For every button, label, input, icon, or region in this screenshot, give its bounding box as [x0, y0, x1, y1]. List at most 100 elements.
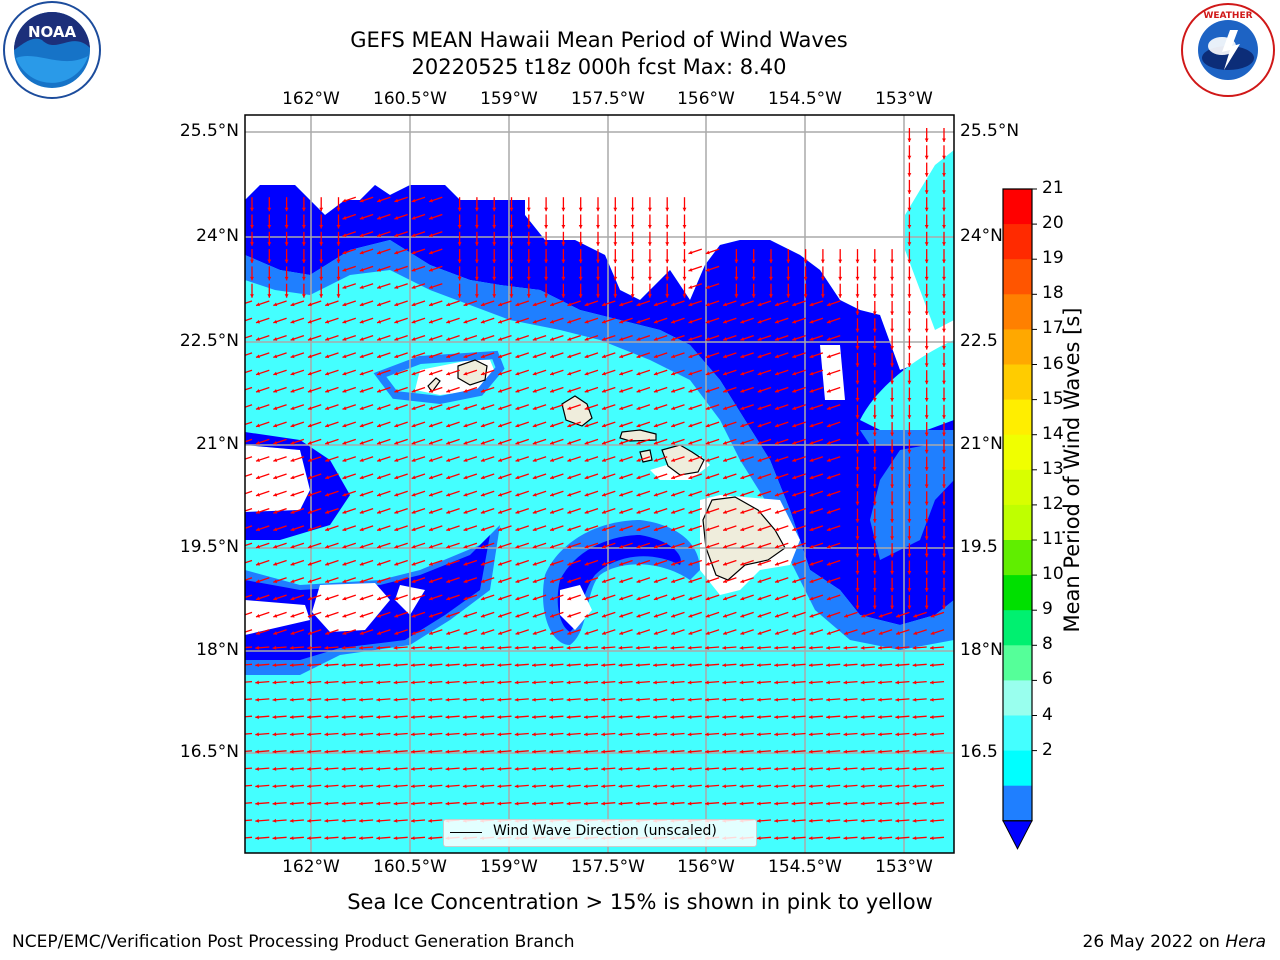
wind-wave-arrowhead [601, 784, 605, 789]
wind-wave-arrowhead [429, 267, 433, 272]
wind-wave-arrowhead [394, 631, 399, 635]
wind-wave-arrowhead [808, 732, 813, 737]
wind-wave-arrowhead [601, 732, 605, 737]
wind-wave-arrowhead [826, 613, 831, 618]
wind-wave-arrowhead [601, 680, 605, 685]
wind-wave-arrowhead [307, 801, 311, 806]
wind-wave-arrowhead [411, 784, 415, 789]
wind-wave-arrowhead [532, 406, 537, 410]
wind-wave-arrowhead [497, 663, 502, 668]
wind-wave-arrow [245, 663, 253, 666]
wind-wave-arrowhead [671, 423, 676, 428]
wind-wave-arrowhead [792, 596, 797, 601]
wind-wave-arrowhead [602, 510, 606, 514]
wind-wave-arrowhead [492, 294, 497, 298]
wind-wave-arrowhead [239, 562, 243, 566]
wind-wave-arrowhead [359, 250, 364, 255]
wind-wave-arrowhead [336, 224, 341, 229]
wind-wave-arrowhead [566, 663, 571, 668]
wind-wave-arrowhead [924, 311, 929, 315]
wind-wave-arrowhead [239, 614, 243, 618]
wind-wave-arrowhead [341, 697, 346, 702]
wind-wave-arrowhead [509, 242, 514, 246]
wind-wave-arrowhead [336, 259, 341, 264]
wind-wave-arrowhead [844, 613, 849, 618]
wind-wave-arrowhead [526, 242, 531, 246]
lon-tick-label-bottom: 157.5°W [571, 857, 645, 877]
wind-wave-arrowhead [584, 697, 588, 702]
wind-wave-arrowhead [446, 631, 451, 635]
wind-wave-arrowhead [411, 458, 416, 462]
wind-wave-arrowhead [290, 544, 295, 549]
wind-wave-arrowhead [429, 492, 433, 497]
wind-wave-arrowhead [411, 492, 416, 497]
wind-wave-arrowhead [480, 749, 484, 754]
wind-wave-arrowhead [653, 767, 657, 771]
wind-wave-arrowhead [550, 337, 555, 341]
wind-wave-arrowhead [239, 527, 243, 531]
wind-wave-arrowhead [514, 663, 519, 668]
wind-wave-arrowhead [734, 276, 739, 281]
wind-wave-arrowhead [307, 440, 312, 445]
wind-wave-arrowhead [411, 371, 416, 376]
wind-wave-arrowhead [687, 697, 692, 702]
wind-wave-arrowhead [653, 596, 658, 601]
wind-wave-arrowhead [359, 440, 364, 445]
wind-wave-arrowhead [284, 207, 289, 212]
wind-wave-arrowhead [636, 440, 641, 445]
wind-wave-arrowhead [705, 527, 710, 532]
wind-wave-arrowhead [826, 596, 831, 601]
wind-wave-arrowhead [578, 242, 583, 246]
wind-wave-arrowhead [843, 818, 848, 823]
wind-wave-arrowhead [705, 749, 709, 754]
wind-wave-arrowhead [930, 818, 934, 823]
wind-wave-arrowhead [890, 259, 895, 264]
wind-wave-arrowhead [792, 631, 797, 635]
wind-wave-arrowhead [942, 328, 946, 333]
wind-wave-arrowhead [273, 510, 278, 514]
wind-wave-arrowhead [342, 492, 347, 497]
wind-wave-arrowhead [307, 579, 312, 583]
wind-wave-arrowhead [256, 527, 260, 532]
wind-wave-arrowhead [515, 562, 520, 566]
wind-wave-arrowhead [532, 784, 536, 789]
wind-wave-arrowhead [942, 467, 946, 471]
wind-wave-arrowhead [665, 242, 670, 246]
wind-wave-arrowhead [907, 294, 912, 298]
wind-wave-arrowhead [463, 440, 468, 445]
wind-wave-arrowhead [791, 645, 796, 650]
wind-wave-arrowhead [394, 423, 399, 428]
wind-wave-arrowhead [463, 354, 468, 359]
wind-wave-arrowhead [820, 259, 825, 264]
wind-wave-arrowhead [377, 371, 382, 376]
wind-wave-arrowhead [549, 645, 554, 650]
wind-wave-arrowhead [446, 302, 451, 307]
wind-wave-arrowhead [890, 484, 895, 488]
wind-wave-arrowhead [688, 458, 693, 462]
wind-wave-arrowhead [671, 527, 676, 532]
wind-wave-arrowhead [942, 588, 946, 592]
wind-wave-arrowhead [855, 259, 860, 264]
wind-wave-arrowhead [619, 319, 624, 324]
wind-wave-arrowhead [647, 207, 652, 212]
wind-wave-arrowhead [792, 319, 797, 324]
wind-wave-arrowhead [682, 259, 687, 264]
wind-wave-arrowhead [740, 337, 745, 341]
wind-wave-arrowhead [549, 697, 554, 702]
wind-wave-arrowhead [446, 458, 451, 462]
wind-wave-arrowhead [377, 389, 382, 393]
wind-wave-arrowhead [480, 579, 485, 583]
wind-wave-arrowhead [912, 680, 917, 685]
wind-wave-arrowhead [705, 492, 710, 497]
wind-wave-arrowhead [341, 715, 346, 719]
wind-wave-arrowhead [723, 475, 728, 480]
wind-wave-arrowhead [498, 354, 503, 359]
wind-wave-arrowhead [619, 510, 624, 514]
wind-wave-arrowhead [429, 389, 433, 393]
wind-wave-arrowhead [256, 371, 260, 376]
wind-wave-arrowhead [411, 527, 416, 532]
wind-wave-arrowhead [890, 328, 895, 333]
colorbar-tick-label: 20 [1042, 213, 1064, 234]
wind-wave-arrowhead [498, 527, 503, 532]
wind-wave-arrowhead [808, 697, 813, 702]
